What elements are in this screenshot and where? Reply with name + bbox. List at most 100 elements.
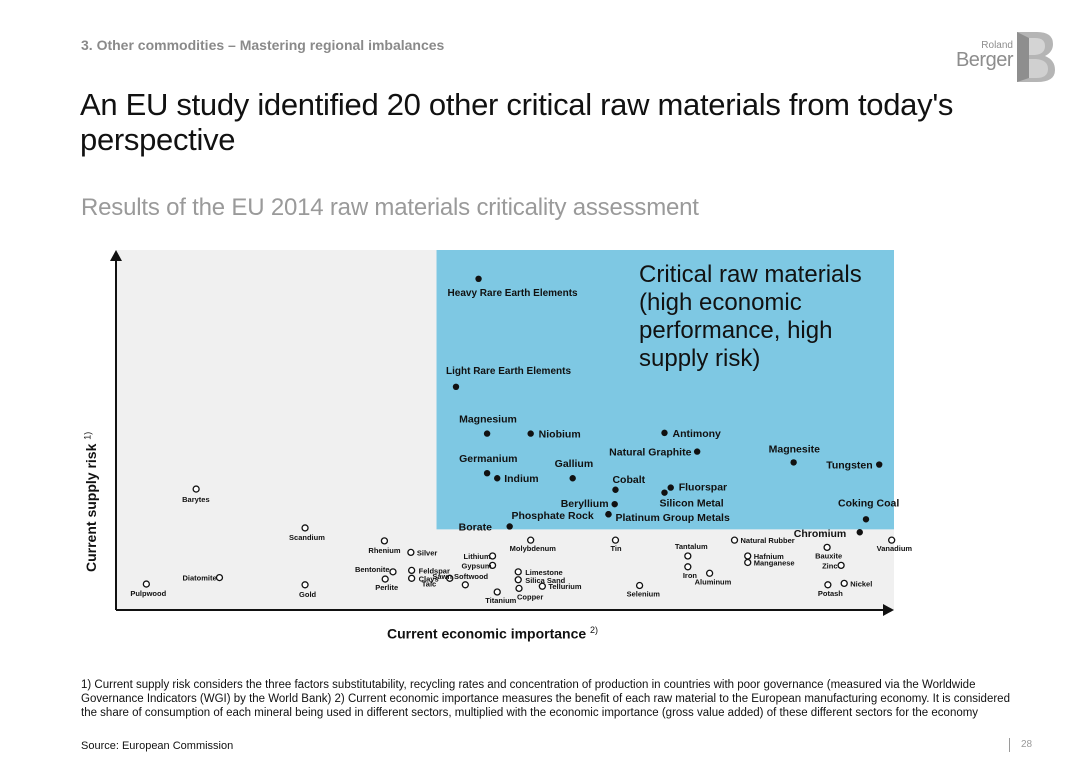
critical-region — [436, 250, 894, 530]
point-label-feldspar: Feldspar — [419, 566, 450, 575]
point-label-indium: Indium — [504, 473, 538, 485]
point-label-germanium: Germanium — [459, 453, 517, 465]
point-label-gold: Gold — [299, 590, 316, 599]
point-gypsum — [488, 561, 497, 570]
point-label-platinum-group-metals: Platinum Group Metals — [615, 512, 730, 524]
point-label-coking-coal: Coking Coal — [838, 497, 899, 509]
logo-text-roland: Roland — [981, 40, 1013, 51]
point-label-natural-rubber: Natural Rubber — [741, 536, 795, 545]
point-niobium — [527, 430, 534, 437]
critical-region-label-line: performance, high — [639, 317, 832, 344]
point-silver — [407, 548, 415, 557]
point-chromium — [856, 529, 863, 536]
source-note: Source: European Commission — [81, 740, 234, 752]
point-label-molybdenum: Molybdenum — [510, 544, 557, 553]
point-barytes — [192, 485, 200, 493]
point-label-vanadium: Vanadium — [877, 544, 913, 553]
point-label-tungsten: Tungsten — [826, 460, 872, 472]
point-zinc — [837, 561, 845, 570]
x-axis-title: Current economic importance 2) — [387, 625, 598, 642]
section-heading: 3. Other commodities – Mastering regiona… — [81, 37, 445, 53]
point-germanium — [483, 470, 491, 477]
point-platinum-group-metals — [605, 511, 612, 518]
point-silicon-metal — [661, 489, 668, 496]
point-label-talc: Talc — [422, 579, 436, 588]
point-tantalum — [684, 552, 692, 560]
point-label-nickel: Nickel — [850, 579, 872, 588]
point-label-cobalt: Cobalt — [612, 474, 645, 486]
x-axis-arrow-icon — [883, 604, 894, 616]
point-label-limestone: Limestone — [525, 568, 563, 577]
point-label-diatomite: Diatomite — [182, 574, 216, 583]
critical-region-label-line: supply risk) — [639, 345, 760, 372]
point-nickel — [840, 579, 848, 588]
point-rhenium — [380, 537, 389, 545]
point-lithium — [488, 552, 497, 560]
point-gallium — [569, 475, 576, 482]
point-magnesium — [483, 430, 491, 437]
point-label-scandium: Scandium — [289, 533, 325, 542]
point-label-copper: Copper — [517, 592, 543, 601]
point-coking-coal — [862, 516, 870, 523]
point-label-magnesite: Magnesite — [769, 443, 821, 455]
critical-region-label-line: (high economic — [639, 289, 802, 316]
point-label-tantalum: Tantalum — [675, 542, 708, 551]
point-natural-graphite — [693, 448, 701, 455]
point-label-natural-graphite: Natural Graphite — [609, 447, 691, 459]
point-label-titanium: Titanium — [485, 596, 516, 605]
point-label-barytes: Barytes — [182, 495, 210, 504]
point-label-zinc: Zinc — [822, 561, 837, 570]
y-axis-title: Current supply risk 1) — [82, 432, 101, 572]
point-label-fluorspar: Fluorspar — [679, 482, 727, 494]
point-label-potash: Potash — [818, 589, 843, 598]
point-label-antimony: Antimony — [672, 428, 721, 440]
critical-region-label-line: Critical raw materials — [639, 261, 862, 288]
point-label-phosphate-rock: Phosphate Rock — [511, 510, 593, 522]
x-axis-title-note: 2) — [590, 625, 599, 635]
point-label-niobium: Niobium — [539, 429, 581, 441]
point-label-lithium: Lithium — [464, 552, 491, 561]
point-tungsten — [876, 461, 883, 468]
point-diatomite — [215, 573, 224, 582]
data-points: Heavy Rare Earth Elements Light Rare Eart… — [130, 275, 913, 605]
point-label-gallium: Gallium — [555, 458, 594, 470]
logo-text-berger: Berger — [955, 49, 1014, 71]
point-sawn-softwood — [461, 581, 469, 589]
point-label-gypsum: Gypsum — [462, 561, 492, 570]
point-aluminum — [705, 569, 714, 577]
y-axis-arrow-icon — [110, 250, 122, 261]
point-label-perlite: Perlite — [375, 583, 398, 592]
point-label-silicon-metal: Silicon Metal — [659, 498, 723, 510]
critical-region-label: Critical raw materials(high economicperf… — [639, 261, 862, 372]
point-natural-rubber — [730, 536, 739, 544]
point-heavy-rare-earth-elements — [475, 275, 482, 282]
point-label-silica-sand: Silica Sand — [525, 576, 565, 585]
point-hafnium — [744, 552, 752, 560]
point-copper — [515, 584, 523, 593]
point-indium — [494, 475, 501, 482]
point-clays — [407, 574, 416, 582]
point-antimony — [661, 429, 668, 437]
point-perlite — [381, 575, 389, 583]
point-label-bauxite: Bauxite — [815, 551, 842, 560]
point-silica-sand — [514, 576, 522, 584]
point-gold — [301, 581, 309, 589]
y-axis-title-text: Current supply risk — [82, 443, 99, 572]
point-bauxite — [823, 543, 831, 552]
point-pulpwood — [142, 580, 150, 588]
page-subtitle: Results of the EU 2014 raw materials cri… — [81, 194, 699, 221]
point-label-aluminum: Aluminum — [695, 577, 732, 586]
point-limestone — [514, 568, 522, 576]
point-label-hafnium: Hafnium — [754, 552, 784, 561]
point-label-selenium: Selenium — [627, 590, 661, 599]
point-label-bentonite: Bentonite — [355, 565, 390, 574]
point-manganese — [744, 558, 752, 567]
point-label-clays: Clays — [419, 574, 439, 583]
point-tellurium — [538, 582, 546, 590]
point-vanadium — [888, 536, 896, 544]
point-bentonite — [389, 568, 397, 576]
point-feldspar — [407, 566, 416, 575]
point-magnesite — [790, 459, 797, 466]
point-iron — [684, 563, 692, 571]
point-label-rhenium: Rhenium — [368, 546, 400, 555]
